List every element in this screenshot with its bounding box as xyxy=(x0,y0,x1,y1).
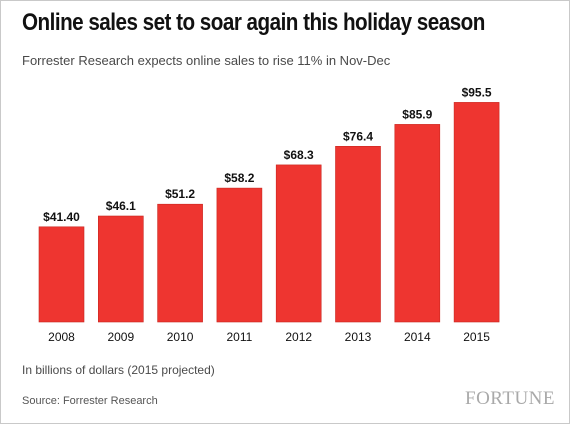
bar-group xyxy=(38,102,500,323)
bar-2009 xyxy=(98,215,144,323)
bar-2015 xyxy=(453,102,500,323)
value-label-2013: $76.4 xyxy=(343,129,373,143)
x-tick-label-2011: 2011 xyxy=(226,330,252,344)
chart-subtitle: Forrester Research expects online sales … xyxy=(22,53,391,68)
x-tick-label-2008: 2008 xyxy=(48,330,75,344)
bar-2012 xyxy=(275,164,322,323)
fortune-logo: FORTUNE xyxy=(465,388,555,409)
value-label-2009: $46.1 xyxy=(106,199,136,213)
bar-2013 xyxy=(335,146,381,323)
bar-chart: $41.40 $46.1 $51.2 $58.2 $68.3 $76.4 $85.9 $95.… xyxy=(38,85,500,344)
value-label-2010: $51.2 xyxy=(165,187,195,201)
value-label-2015: $95.5 xyxy=(462,85,492,99)
value-label-group: $41.40 $46.1 $51.2 $58.2 $68.3 $76.4 $85.9 $95.… xyxy=(43,85,492,223)
x-tick-label-2012: 2012 xyxy=(285,330,312,344)
value-label-2008: $41.40 xyxy=(43,210,80,224)
x-tick-label-2013: 2013 xyxy=(345,330,372,344)
units-note: In billions of dollars (2015 projected) xyxy=(22,363,215,377)
x-tick-label-2010: 2010 xyxy=(167,330,194,344)
bar-2008 xyxy=(38,226,85,323)
source-note: Source: Forrester Research xyxy=(22,395,158,407)
x-tick-label-2015: 2015 xyxy=(463,330,490,344)
bar-2011 xyxy=(216,187,263,323)
value-label-2012: $68.3 xyxy=(284,148,314,162)
bar-2014 xyxy=(394,124,441,323)
x-axis-tick-labels: 2008 2009 2010 2011 2012 2013 2014 2015 xyxy=(48,330,490,344)
x-tick-label-2014: 2014 xyxy=(404,330,431,344)
x-tick-label-2009: 2009 xyxy=(107,330,134,344)
value-label-2011: $58.2 xyxy=(224,171,254,185)
value-label-2014: $85.9 xyxy=(402,107,432,121)
bar-2010 xyxy=(157,203,203,323)
chart-title: Online sales set to soar again this holi… xyxy=(22,9,485,36)
